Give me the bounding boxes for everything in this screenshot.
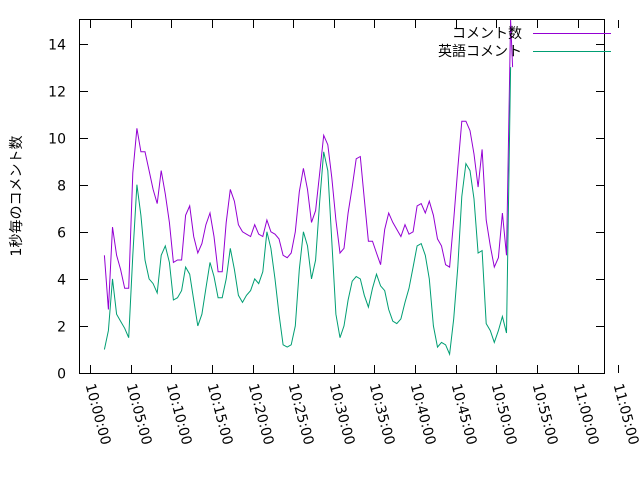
legend-label-1: コメント数 (452, 26, 522, 42)
y-tick-label: 14 (48, 38, 66, 54)
series-line-1 (103, 19, 514, 310)
y-axis: 0 2 4 6 8 10 12 14 (48, 38, 604, 383)
x-tick-label: 10:35:00 (366, 382, 398, 447)
plot-frame (79, 19, 605, 374)
x-tick-label: 10:40:00 (407, 382, 439, 447)
x-tick-label: 10:30:00 (326, 382, 358, 447)
legend-label-2: 英語コメント (438, 43, 522, 60)
x-tick-label: 10:50:00 (488, 382, 520, 447)
y-tick-label: 0 (57, 367, 66, 383)
x-tick-label: 10:10:00 (163, 382, 195, 447)
series-line-2 (103, 67, 512, 357)
x-tick-label: 10:05:00 (123, 382, 155, 447)
x-tick-label: 11:05:00 (610, 382, 640, 447)
series-layer (103, 19, 514, 357)
y-tick-label: 4 (57, 273, 66, 289)
x-tick-label: 10:45:00 (448, 382, 480, 447)
y-tick-label: 8 (57, 179, 66, 195)
y-tick-label: 12 (48, 85, 66, 101)
x-axis: 10:00:00 10:05:00 10:10:00 10:15:00 10:20:00… (82, 20, 640, 447)
x-tick-label: 11:00:00 (570, 382, 602, 447)
x-tick-label: 10:25:00 (285, 382, 317, 447)
y-tick-label: 2 (57, 320, 66, 336)
x-tick-label: 10:20:00 (245, 382, 277, 447)
y-tick-label: 10 (48, 132, 66, 148)
y-tick-label: 6 (57, 226, 66, 242)
x-tick-label: 10:00:00 (82, 382, 114, 447)
y-axis-label: 1秒毎のコメント数 (9, 136, 25, 257)
x-tick-label: 10:55:00 (529, 382, 561, 447)
x-tick-label: 10:15:00 (204, 382, 236, 447)
